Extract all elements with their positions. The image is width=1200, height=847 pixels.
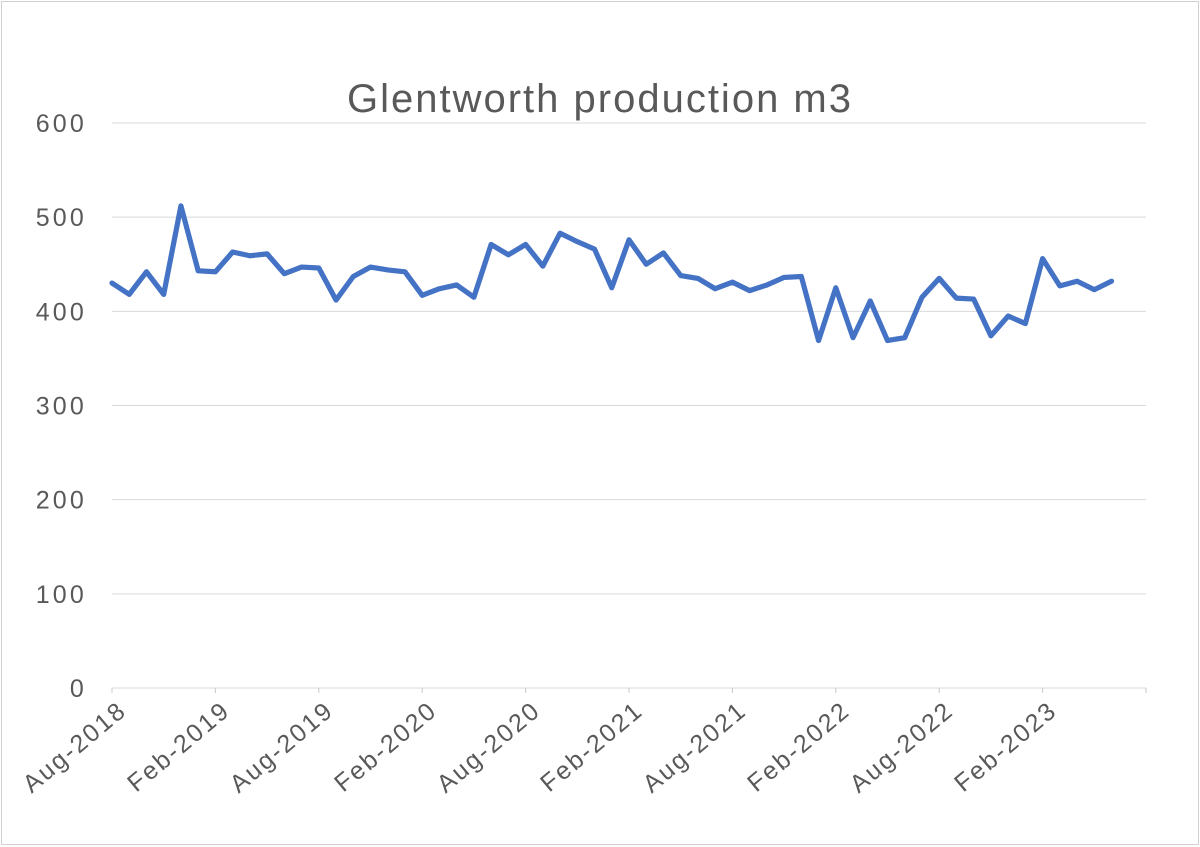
svg-text:600: 600 (36, 110, 87, 138)
svg-text:0: 0 (70, 675, 87, 703)
svg-text:500: 500 (36, 204, 87, 232)
svg-text:400: 400 (36, 298, 87, 326)
svg-text:300: 300 (36, 393, 87, 421)
svg-text:200: 200 (36, 487, 87, 515)
svg-text:100: 100 (36, 581, 87, 609)
